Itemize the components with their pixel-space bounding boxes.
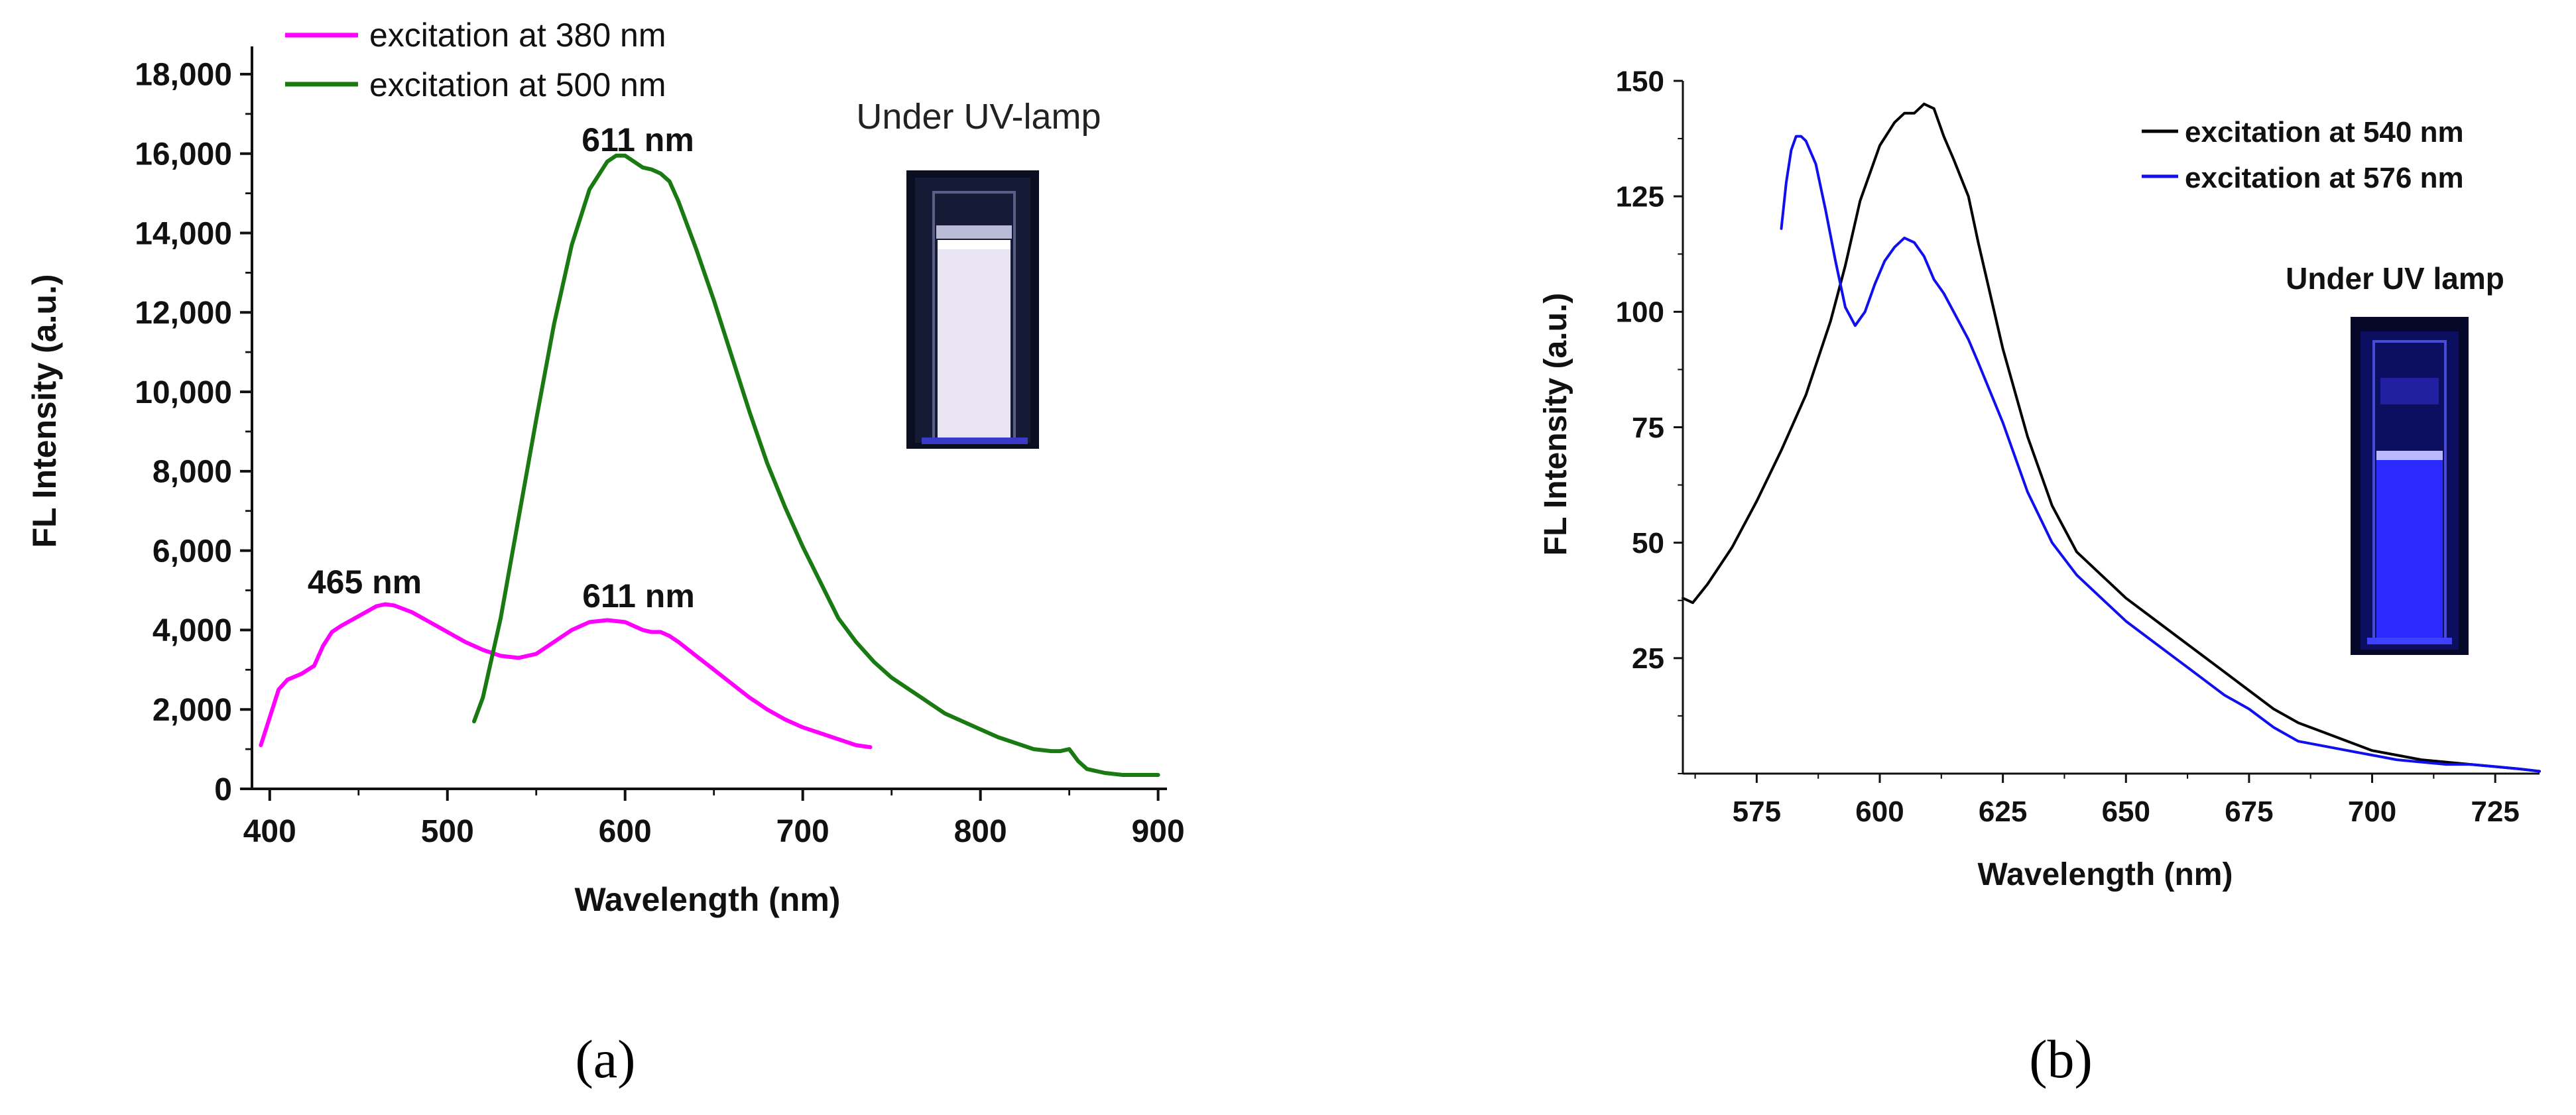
panel-a-y-tick-label: 8,000 xyxy=(153,455,232,490)
panel-a-y-tick-label: 0 xyxy=(214,772,232,807)
vial-photo-b xyxy=(2351,317,2469,655)
panel-b-y-tick-label: 150 xyxy=(1616,65,1664,97)
panel-b-series-line-2 xyxy=(1780,135,2541,773)
panel-a-ylabel: FL Intensity (a.u.) xyxy=(26,274,63,548)
panel-a-chart: 400 500 600 700 800 900 0 2,000 4,000 6,000 8,000 1… xyxy=(26,17,1185,1089)
panel-a-series-group xyxy=(259,153,1160,777)
panel-b-caption: (b) xyxy=(2029,1029,2093,1089)
panel-b-x-tick-label: 725 xyxy=(2471,795,2519,828)
panel-a-inset-label: Under UV-lamp xyxy=(856,97,1101,137)
panel-a-x-tick-label: 600 xyxy=(599,814,652,849)
panel-a-y-tick-label: 16,000 xyxy=(135,137,232,172)
panel-b-x-tick-label: 700 xyxy=(2348,795,2396,828)
panel-b-x-tick-label: 625 xyxy=(1979,795,2027,828)
panel-b-x-tick-label: 650 xyxy=(2102,795,2150,828)
peak-label-611-magenta: 611 nm xyxy=(582,577,695,615)
panel-a-y-tick-label: 14,000 xyxy=(135,216,232,251)
panel-a-caption: (a) xyxy=(575,1029,635,1089)
panel-b-series-line-1 xyxy=(1682,102,2541,773)
panel-a-xlabel: Wavelength (nm) xyxy=(575,881,841,918)
legend-label-500: excitation at 500 nm xyxy=(369,66,666,103)
panel-b-x-tick-label: 600 xyxy=(1855,795,1904,828)
peak-label-611-green: 611 nm xyxy=(582,121,694,158)
panel-a-y-tick-label: 6,000 xyxy=(153,534,232,569)
panel-b-chart: 575 600 625 650 675 700 725 25 50 75 100 125 150 Wav… xyxy=(1538,65,2541,1089)
legend-label-380: excitation at 380 nm xyxy=(369,17,666,54)
panel-a-x-tick-label: 700 xyxy=(776,814,829,849)
panel-a-series-line-2 xyxy=(472,153,1160,777)
panel-b-series-group xyxy=(1682,102,2541,773)
panel-b-xlabel: Wavelength (nm) xyxy=(1978,857,2233,892)
panel-a-x-tick-label: 900 xyxy=(1132,814,1185,849)
panel-a-y-tick-label: 4,000 xyxy=(153,613,232,648)
panel-b-y-tick-label: 25 xyxy=(1632,642,1664,675)
panel-a-y-tick-label: 10,000 xyxy=(135,375,232,410)
panel-b-axes: 575 600 625 650 675 700 725 25 50 75 100 125 150 xyxy=(1616,65,2540,828)
panel-a-x-tick-label: 800 xyxy=(954,814,1007,849)
panel-a-series-line-1 xyxy=(259,602,873,750)
panel-a-legend: excitation at 380 nm excitation at 500 n… xyxy=(285,17,666,103)
panel-b-y-tick-label: 125 xyxy=(1616,181,1664,213)
panel-b-y-tick-label: 50 xyxy=(1632,527,1664,559)
panel-b-y-tick-label: 100 xyxy=(1616,296,1664,329)
panel-a-axes: 400 500 600 700 800 900 0 2,000 4,000 6,000 8,000 1… xyxy=(135,46,1185,849)
panel-a-x-tick-label: 400 xyxy=(243,814,296,849)
panel-b-x-tick-label: 575 xyxy=(1733,795,1781,828)
panel-b-ylabel: FL Intensity (a.u.) xyxy=(1538,293,1573,556)
panel-a-y-tick-label: 18,000 xyxy=(135,58,232,93)
panel-a-y-tick-label: 2,000 xyxy=(153,693,232,728)
panel-a-y-tick-label: 12,000 xyxy=(135,296,232,331)
vial-photo-a xyxy=(906,170,1039,449)
panel-a-x-tick-label: 500 xyxy=(421,814,474,849)
panel-b-inset-label: Under UV lamp xyxy=(2286,261,2504,296)
peak-label-465: 465 nm xyxy=(308,563,422,601)
legend-label-576: excitation at 576 nm xyxy=(2185,162,2464,194)
panel-b-legend: excitation at 540 nm excitation at 576 n… xyxy=(2142,116,2464,194)
panel-b-y-tick-label: 75 xyxy=(1632,412,1664,444)
legend-label-540: excitation at 540 nm xyxy=(2185,116,2464,148)
panel-b-x-tick-label: 675 xyxy=(2225,795,2273,828)
